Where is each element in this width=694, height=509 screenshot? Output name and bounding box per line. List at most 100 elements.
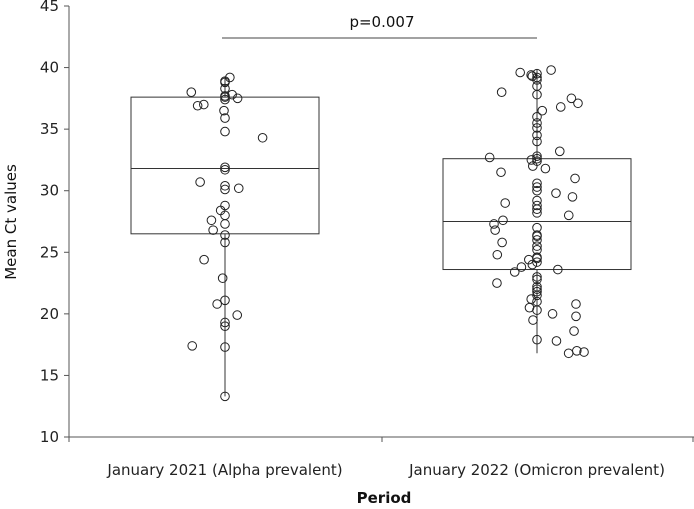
data-point — [496, 87, 507, 97]
data-point — [532, 305, 542, 315]
y-tick-label: 35 — [40, 120, 59, 138]
data-point — [532, 89, 542, 100]
data-point — [219, 105, 229, 116]
data-point — [532, 286, 542, 297]
data-point — [186, 87, 197, 97]
data-point — [225, 72, 235, 83]
data-point — [547, 309, 558, 319]
data-point — [571, 299, 581, 309]
data-point — [532, 185, 542, 196]
data-point — [192, 100, 203, 111]
data-point — [220, 321, 230, 331]
data-point — [187, 341, 198, 351]
y-tick-label: 45 — [40, 0, 59, 15]
data-point — [516, 262, 527, 272]
data-point — [489, 219, 499, 229]
data-point — [532, 274, 542, 285]
data-point — [532, 208, 542, 218]
data-point — [526, 155, 537, 165]
data-point — [532, 178, 542, 189]
boxes-layer — [130, 70, 632, 397]
data-point — [546, 65, 556, 75]
data-point — [220, 219, 230, 229]
data-point — [232, 93, 243, 104]
data-point — [220, 77, 230, 88]
data-point — [220, 162, 230, 173]
data-point — [492, 278, 502, 288]
x-axis-title: Period — [357, 489, 412, 507]
data-point — [199, 99, 209, 110]
data-point — [571, 311, 581, 322]
data-point — [579, 347, 589, 357]
data-point — [563, 348, 574, 359]
data-point — [528, 161, 538, 171]
data-point — [532, 257, 542, 267]
iqr-box — [442, 158, 632, 271]
data-point — [220, 113, 230, 123]
data-point — [532, 75, 542, 85]
data-point — [492, 249, 503, 260]
y-tick-label: 10 — [40, 428, 59, 446]
y-tick-label: 40 — [40, 59, 59, 77]
data-point — [220, 180, 230, 191]
axes-layer: 10 15 20 25 30 35 40 45 January 2021 (Alpha prev… — [40, 0, 694, 479]
data-point — [551, 336, 562, 346]
p-value-annotation: p=0.007 — [349, 13, 414, 31]
x-category-label: January 2021 (Alpha prevalent) — [106, 461, 342, 479]
data-point — [498, 215, 508, 226]
data-point — [490, 225, 500, 235]
data-point — [220, 164, 230, 175]
data-point — [527, 259, 538, 270]
x-category-label: January 2022 (Omicron prevalent) — [408, 461, 665, 479]
data-point — [532, 118, 542, 128]
data-point — [220, 92, 230, 102]
data-point — [220, 317, 230, 328]
data-point — [532, 182, 542, 192]
labels-layer: Mean Ct values Period p=0.007 — [2, 13, 537, 507]
data-point — [484, 152, 495, 163]
data-point — [532, 195, 542, 206]
data-point — [540, 163, 551, 174]
data-point — [532, 136, 542, 147]
data-point — [220, 342, 230, 352]
data-point — [496, 167, 506, 178]
data-point — [555, 102, 566, 112]
data-point — [566, 93, 577, 104]
data-point — [220, 230, 230, 240]
data-point — [500, 198, 510, 208]
data-point — [532, 112, 542, 122]
data-point — [532, 284, 542, 295]
y-tick-label: 15 — [40, 366, 59, 384]
data-point — [532, 200, 542, 211]
data-point — [206, 215, 217, 226]
data-point — [528, 315, 538, 325]
y-tick-label: 30 — [40, 182, 59, 200]
data-point — [233, 183, 244, 194]
data-point — [554, 146, 565, 157]
data-point — [208, 225, 218, 235]
points-layer — [186, 65, 589, 402]
data-point — [570, 173, 580, 184]
data-point — [532, 231, 542, 242]
data-point — [569, 326, 579, 336]
data-point — [532, 153, 542, 164]
data-point — [537, 105, 548, 116]
data-point — [220, 237, 230, 248]
data-point — [567, 192, 578, 202]
data-point — [553, 264, 563, 275]
data-point — [497, 237, 507, 248]
data-point — [532, 241, 542, 251]
data-point — [220, 94, 230, 105]
data-point — [195, 177, 205, 187]
data-point — [532, 235, 542, 245]
y-tick-label: 25 — [40, 243, 59, 261]
data-point — [212, 299, 222, 309]
data-point — [509, 267, 520, 277]
data-point — [573, 98, 583, 109]
data-point — [532, 68, 542, 79]
y-axis-title: Mean Ct values — [2, 164, 20, 280]
data-point — [551, 188, 561, 198]
data-point — [526, 70, 536, 80]
